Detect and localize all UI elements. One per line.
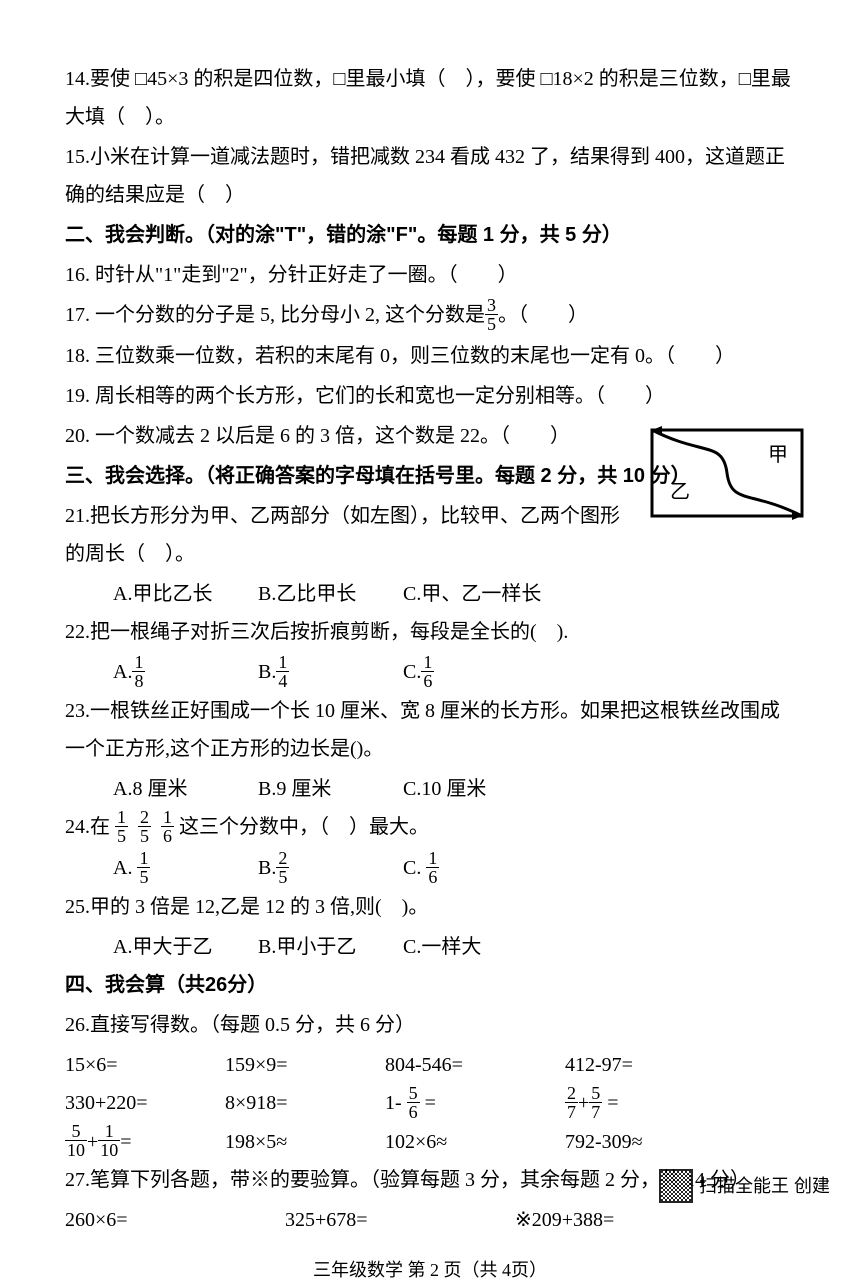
q17-text-b: 。（ ） — [498, 304, 588, 326]
calc-row-2: 330+220= 8×918= 1- 56 = 27+57 = — [65, 1084, 795, 1123]
q18: 18. 三位数乘一位数，若积的末尾有 0，则三位数的末尾也一定有 0。（ ） — [65, 337, 795, 375]
q23-opt-a: A.8 厘米 — [113, 770, 253, 808]
q23: 23.一根铁丝正好围成一个长 10 厘米、宽 8 厘米的长方形。如果把这根铁丝改… — [65, 692, 795, 768]
q23-options: A.8 厘米 B.9 厘米 C.10 厘米 — [65, 770, 795, 808]
frac-3-5: 35 — [485, 296, 498, 333]
q23-opt-c: C.10 厘米 — [403, 770, 543, 808]
q24-options: A. 15 B.25 C. 16 — [65, 849, 795, 888]
q24-opt-c: C. 16 — [403, 849, 543, 888]
q21-opt-b: B.乙比甲长 — [258, 575, 398, 613]
q21-options: A.甲比乙长 B.乙比甲长 C.甲、乙一样长 — [65, 575, 795, 613]
watermark-text: 扫描全能王 创建 — [699, 1169, 830, 1203]
q15: 15.小米在计算一道减法题时，错把减数 234 看成 432 了，结果得到 40… — [65, 138, 795, 214]
q25-opt-b: B.甲小于乙 — [258, 928, 398, 966]
q27-row: 260×6= 325+678= ※209+388= — [65, 1201, 795, 1239]
section-4-header: 四、我会算（共26分） — [65, 966, 795, 1004]
q25-opt-a: A.甲大于乙 — [113, 928, 253, 966]
q21: 21.把长方形分为甲、乙两部分（如左图），比较甲、乙两个图形的周长（ ）。 — [65, 497, 625, 573]
q17-text-a: 17. 一个分数的分子是 5, 比分母小 2, 这个分数是 — [65, 304, 485, 326]
q16: 16. 时针从"1"走到"2"，分针正好走了一圈。（ ） — [65, 256, 795, 294]
calc-row-1: 15×6= 159×9= 804-546= 412-97= — [65, 1046, 795, 1084]
page-footer: 三年级数学 第 2 页（共 4页） — [65, 1253, 795, 1287]
q21-opt-c: C.甲、乙一样长 — [403, 575, 583, 613]
fig-yi: 乙 — [670, 481, 690, 503]
q22-options: A.18 B.14 C.16 — [65, 653, 795, 692]
q26: 26.直接写得数。（每题 0.5 分，共 6 分） — [65, 1006, 795, 1044]
q17: 17. 一个分数的分子是 5, 比分母小 2, 这个分数是35。（ ） — [65, 296, 795, 335]
section-2-header: 二、我会判断。（对的涂"T"，错的涂"F"。每题 1 分，共 5 分） — [65, 216, 795, 254]
fig-jia: 甲 — [768, 444, 788, 466]
watermark: 扫描全能王 创建 — [659, 1169, 830, 1203]
calc-row-3: 510+110= 198×5≈ 102×6≈ 792-309≈ — [65, 1123, 795, 1162]
q21-opt-a: A.甲比乙长 — [113, 575, 253, 613]
q22: 22.把一根绳子对折三次后按折痕剪断，每段是全长的( ). — [65, 613, 795, 651]
qr-icon — [659, 1169, 693, 1203]
q24-opt-b: B.25 — [258, 849, 398, 888]
q19: 19. 周长相等的两个长方形，它们的长和宽也一定分别相等。（ ） — [65, 377, 795, 415]
q24-opt-a: A. 15 — [113, 849, 253, 888]
rectangle-figure: 甲 乙 — [648, 426, 806, 520]
q22-opt-a: A.18 — [113, 653, 253, 692]
q24: 24.在 15 25 16 这三个分数中，（ ）最大。 — [65, 808, 795, 847]
q25-opt-c: C.一样大 — [403, 928, 543, 966]
q22-opt-c: C.16 — [403, 653, 543, 692]
q14: 14.要使 □45×3 的积是四位数，□里最小填（ ），要使 □18×2 的积是… — [65, 60, 795, 136]
q22-opt-b: B.14 — [258, 653, 398, 692]
q25-options: A.甲大于乙 B.甲小于乙 C.一样大 — [65, 928, 795, 966]
q23-opt-b: B.9 厘米 — [258, 770, 398, 808]
q25: 25.甲的 3 倍是 12,乙是 12 的 3 倍,则( )。 — [65, 888, 795, 926]
